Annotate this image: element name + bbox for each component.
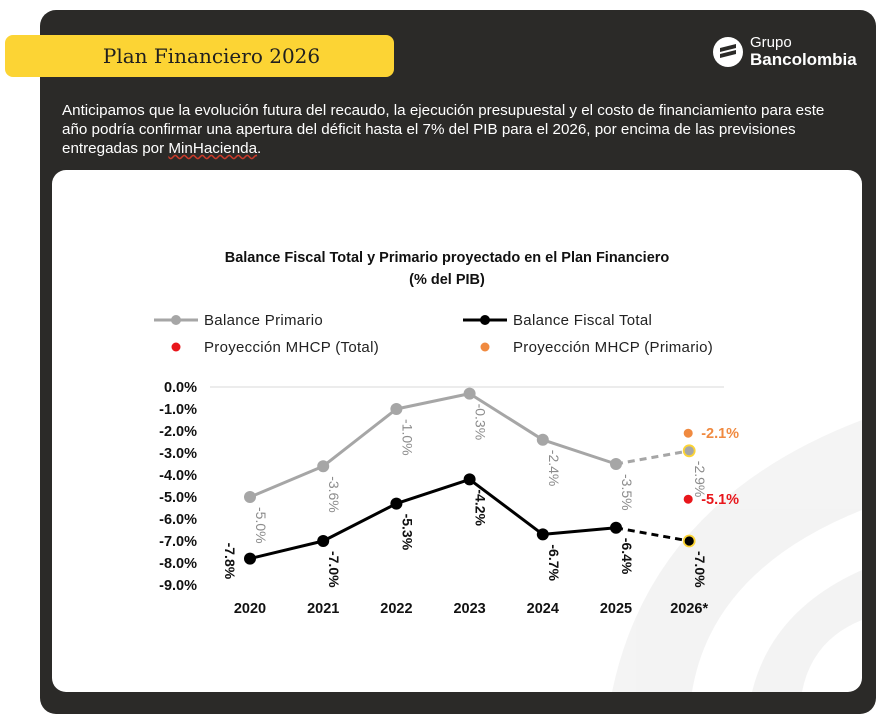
legend-marker-proyecci-n-mhcp-primario- [480,342,490,352]
y-tick-label: -4.0% [159,468,197,484]
legend-marker-proyecci-n-mhcp-total- [171,342,181,352]
projection-dashed-line [615,526,690,543]
data-point [610,521,622,534]
y-tick-label: -6.0% [159,512,197,528]
data-label-primario: -3.6% [326,476,342,513]
data-point [463,473,476,486]
y-axis: 0.0% -1.0% -2.0% -3.0% -4.0% -5.0% -6.0% -7.0% -… [159,380,724,594]
legend-label-balance-fiscal-total: Balance Fiscal Total [513,312,652,329]
x-axis: 2020 2021 2022 2023 2024 2025 2026* [234,601,709,617]
watermark-decoration [612,420,862,692]
y-tick-label: -7.0% [159,534,197,550]
fiscal-balance-chart: Balance Fiscal Total y Primario proyecta… [154,250,862,692]
x-tick-label: 2021 [307,601,339,617]
y-tick-label: -1.0% [159,402,197,418]
data-label-primario: -2.9% [692,461,708,498]
data-label-primario: -5.0% [253,507,269,544]
data-point [390,403,403,415]
intro-text-end: . [257,140,262,157]
legend-marker-balance-primario [171,315,181,325]
chart-subtitle: (% del PIB) [409,272,485,288]
data-point [536,433,549,446]
chart-legend: Balance Primario Balance Fiscal Total Proy… [154,312,713,356]
data-point [244,552,256,565]
logo-text-grupo: Grupo [750,34,792,51]
intro-paragraph: Anticipamos que la evolución futura del … [62,101,847,158]
y-tick-label: 0.0% [164,380,197,396]
data-point [463,387,476,400]
data-point [317,460,330,473]
data-label-total: -4.2% [473,489,489,526]
data-point [682,444,696,458]
legend-label-proyecci-n-mhcp-total-: Proyección MHCP (Total) [204,339,379,356]
intro-text: Anticipamos que la evolución futura del … [62,102,825,157]
x-tick-label: 2024 [527,601,559,617]
y-tick-label: -9.0% [159,578,197,594]
projection-point-proyecci-n-mhcp-primario- [683,428,693,438]
bancolombia-logo-icon [713,37,743,67]
page-title: Plan Financiero 2026 [5,35,394,77]
data-point [610,458,622,470]
logo-text-bancolombia: Bancolombia [750,50,857,69]
data-label-primario: -1.0% [399,419,415,456]
data-point [682,534,696,548]
data-label-primario: -2.4% [546,450,562,487]
plot-area: -5.0% -3.6% -1.0% -0.3% -2.4% -3.5% -2.9% -7.8%… [222,387,739,588]
data-point [317,535,330,547]
series-line-balance-fiscal-total [249,477,617,561]
data-label-primario: -3.5% [619,474,635,511]
x-tick-label: 2022 [380,601,412,617]
projection-dashed-line [615,449,690,466]
y-tick-label: -5.0% [159,490,197,506]
projection-label-proyecci-n-mhcp-total-: -5.1% [701,492,739,508]
y-tick-label: -8.0% [159,556,197,572]
minhacienda-link[interactable]: MinHacienda [168,140,258,157]
x-tick-label: 2023 [453,601,485,617]
y-tick-label: -2.0% [159,424,197,440]
chart-title: Balance Fiscal Total y Primario proyecta… [225,250,670,266]
legend-label-balance-primario: Balance Primario [204,312,323,329]
data-point [536,528,549,541]
data-label-total: -5.3% [399,514,415,551]
data-point [390,497,403,510]
series-line-balance-primario [249,392,617,499]
projection-point-proyecci-n-mhcp-total- [683,494,693,504]
data-label-total: -7.8% [222,543,238,580]
legend-marker-balance-fiscal-total [480,315,490,325]
data-label-primario: -0.3% [473,404,489,441]
y-tick-label: -3.0% [159,446,197,462]
data-label-total: -7.0% [326,551,342,588]
bancolombia-logo: Grupo Bancolombia [712,34,872,74]
x-tick-label: 2026* [670,601,708,617]
data-label-total: -6.7% [546,544,562,581]
x-tick-label: 2025 [600,601,632,617]
data-label-total: -6.4% [619,538,635,575]
data-label-total: -7.0% [692,551,708,588]
x-tick-label: 2020 [234,601,266,617]
legend-label-proyecci-n-mhcp-primario-: Proyección MHCP (Primario) [513,339,713,356]
chart-card: Balance Fiscal Total y Primario proyecta… [52,170,862,692]
projection-label-proyecci-n-mhcp-primario-: -2.1% [701,426,739,442]
data-point [244,491,256,503]
